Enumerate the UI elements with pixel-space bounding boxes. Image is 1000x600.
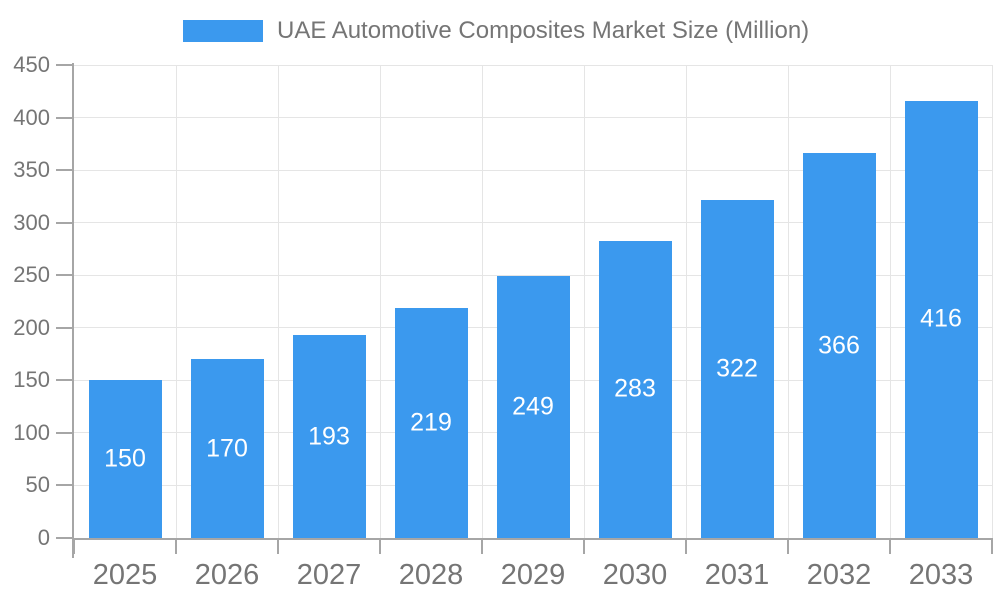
x-tick-label: 2026 xyxy=(194,559,260,591)
bar-value-label: 170 xyxy=(206,434,248,463)
v-gridline xyxy=(889,65,891,538)
y-axis-tick xyxy=(56,169,74,172)
y-tick-label: 300 xyxy=(13,209,50,235)
v-gridline xyxy=(175,65,177,538)
bar[interactable] xyxy=(496,276,570,538)
x-axis-tick xyxy=(991,538,993,554)
h-gridline xyxy=(74,117,992,119)
v-gridline xyxy=(277,65,279,538)
y-tick-label: 250 xyxy=(13,262,50,288)
bar[interactable] xyxy=(802,153,876,538)
x-tick-label: 2025 xyxy=(92,559,158,591)
x-axis-tick xyxy=(889,538,891,554)
y-axis-tick xyxy=(56,221,74,224)
y-axis-tick xyxy=(56,64,74,66)
x-axis-tick xyxy=(379,538,381,554)
v-gridline xyxy=(787,65,789,538)
y-tick-label: 450 xyxy=(13,52,50,77)
y-axis-line xyxy=(72,63,74,558)
plot-area: 150 170 193 219 249 283 322 366 416 0 50 100 150 200 2… xyxy=(13,52,993,591)
x-tick-label: 2028 xyxy=(398,559,464,591)
y-axis-tick xyxy=(56,379,74,382)
y-axis-tick xyxy=(56,116,74,119)
bar-value-label: 219 xyxy=(410,408,452,437)
bar-value-label: 366 xyxy=(818,331,860,360)
y-axis-tick xyxy=(56,484,74,487)
x-tick-label: 2030 xyxy=(602,559,668,591)
bar-value-label: 150 xyxy=(104,444,146,473)
v-gridline xyxy=(991,65,993,538)
y-tick-label: 200 xyxy=(13,314,50,340)
x-axis-tick xyxy=(73,538,75,554)
y-axis-tick xyxy=(56,431,74,434)
y-tick-label: 100 xyxy=(13,419,50,445)
bar[interactable] xyxy=(292,335,366,538)
x-axis-tick xyxy=(583,538,585,554)
x-axis-tick xyxy=(481,538,483,554)
x-axis-tick xyxy=(175,538,177,554)
bar-value-label: 416 xyxy=(920,304,962,333)
x-axis-line xyxy=(74,538,992,540)
h-gridline xyxy=(74,222,992,224)
y-tick-label: 0 xyxy=(37,525,50,550)
bar[interactable] xyxy=(190,359,264,538)
bar-value-label: 322 xyxy=(716,354,758,383)
bar[interactable] xyxy=(394,307,468,538)
bar-value-label: 249 xyxy=(512,392,554,421)
legend-label: UAE Automotive Composites Market Size (M… xyxy=(277,17,810,44)
y-axis-tick xyxy=(56,274,74,277)
y-tick-label: 150 xyxy=(13,367,50,393)
bar-value-label: 283 xyxy=(614,374,656,403)
x-axis-tick xyxy=(277,538,279,554)
v-gridline xyxy=(583,65,585,538)
x-axis-tick xyxy=(685,538,687,554)
x-tick-label: 2027 xyxy=(296,559,362,591)
y-axis-tick xyxy=(56,537,74,539)
bar[interactable] xyxy=(598,240,672,538)
v-gridline xyxy=(685,65,687,538)
chart-legend[interactable]: UAE Automotive Composites Market Size (M… xyxy=(183,17,810,44)
x-tick-label: 2032 xyxy=(806,559,872,591)
x-axis-tick xyxy=(787,538,789,554)
x-tick-label: 2033 xyxy=(908,559,974,591)
x-tick-label: 2031 xyxy=(704,559,770,591)
y-axis-tick xyxy=(56,326,74,329)
v-gridline xyxy=(379,65,381,538)
legend-swatch-icon xyxy=(183,20,263,42)
h-gridline xyxy=(74,274,992,276)
h-gridline xyxy=(74,169,992,171)
h-gridline xyxy=(74,64,992,66)
x-tick-label: 2029 xyxy=(500,559,566,591)
bar-value-label: 193 xyxy=(308,422,350,451)
v-gridline xyxy=(481,65,483,538)
y-tick-label: 50 xyxy=(25,472,50,498)
y-tick-label: 400 xyxy=(13,104,50,130)
y-tick-label: 350 xyxy=(13,157,50,183)
bar[interactable] xyxy=(904,100,978,538)
bar[interactable] xyxy=(88,380,162,538)
bar[interactable] xyxy=(700,199,774,538)
